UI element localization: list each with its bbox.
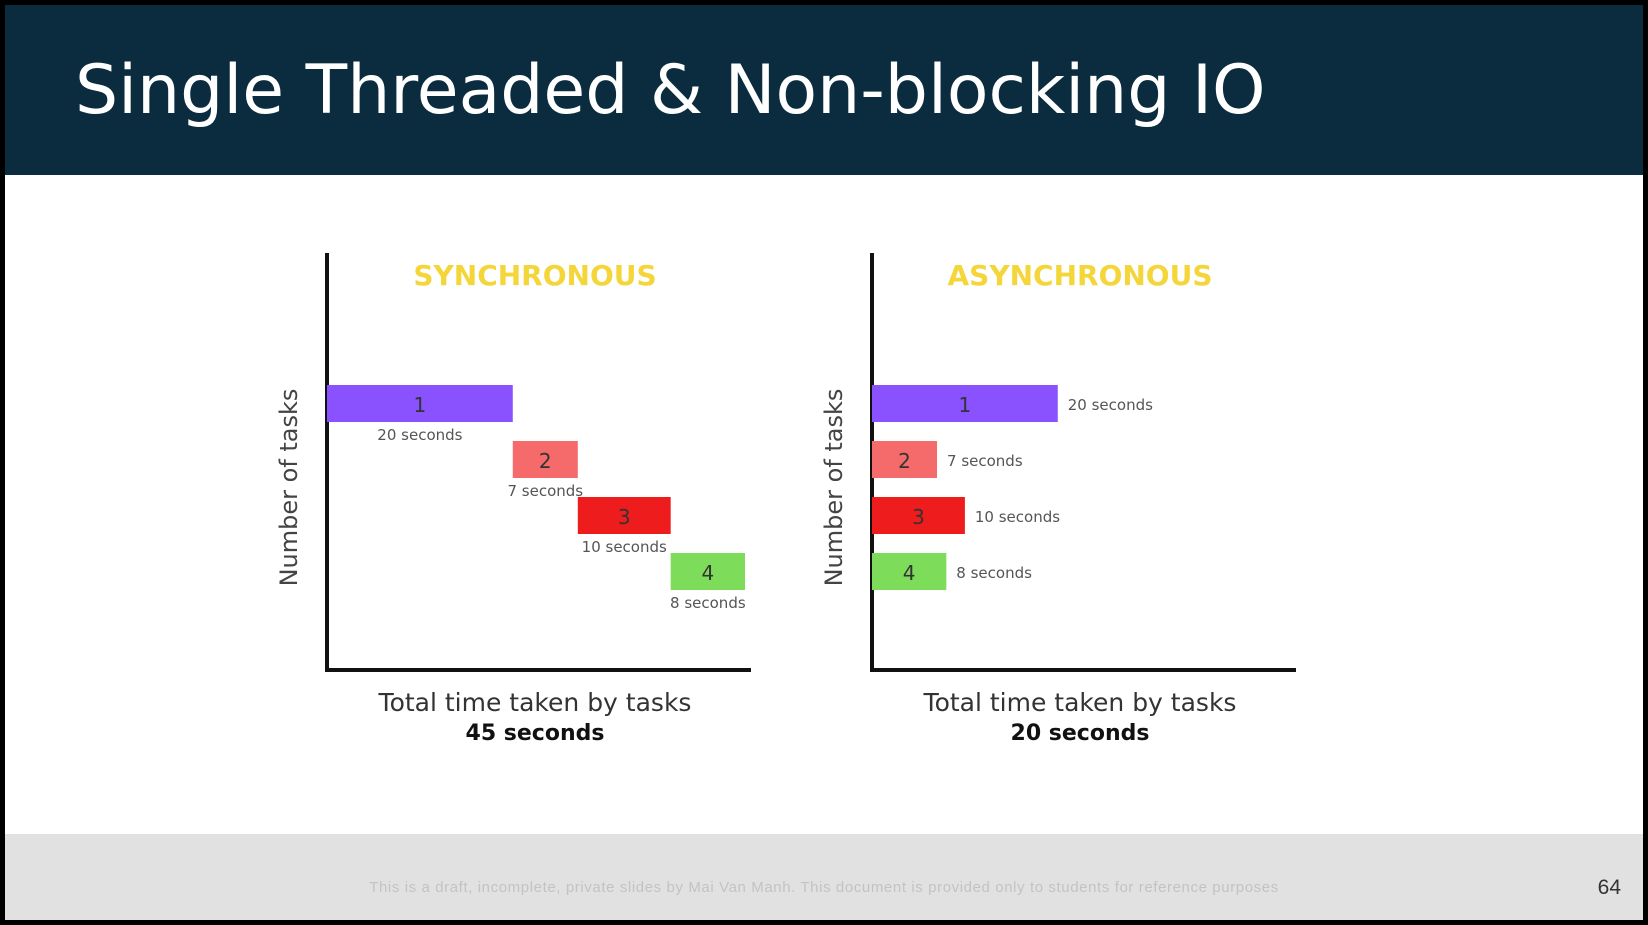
task-bar-2 (512, 441, 578, 478)
x-axis-label: Total time taken by tasks (378, 688, 692, 717)
synchronous-chart-svg: SYNCHRONOUS Number of tasks Total time tak… (275, 253, 751, 746)
task-bar-3 (872, 497, 965, 534)
asynchronous-chart: ASYNCHRONOUS Number of tasks Total time ta… (806, 235, 1366, 805)
task-bar-4 (670, 553, 745, 590)
synchronous-chart: SYNCHRONOUS Number of tasks Total time tak… (261, 235, 821, 805)
task-duration-label-3: 10 seconds (582, 538, 667, 556)
task-number-4: 4 (903, 561, 916, 585)
task-bar-1 (327, 385, 513, 422)
y-axis-label: Number of tasks (820, 389, 848, 587)
task-duration-label-1: 20 seconds (377, 426, 462, 444)
task-duration-label-2: 7 seconds (947, 452, 1023, 470)
task-number-1: 1 (959, 393, 972, 417)
task-bar-3 (577, 497, 671, 534)
page-number: 64 (1597, 876, 1621, 899)
slide-footer: This is a draft, incomplete, private sli… (5, 834, 1643, 920)
task-bar-2 (872, 441, 938, 478)
slide-title: Single Threaded & Non-blocking IO (75, 51, 1266, 130)
task-duration-label-4: 8 seconds (956, 564, 1032, 582)
task-duration-label-2: 7 seconds (507, 482, 583, 500)
task-number-1: 1 (414, 393, 427, 417)
y-axis-label: Number of tasks (275, 389, 303, 587)
slide-header: Single Threaded & Non-blocking IO (5, 5, 1643, 175)
task-number-3: 3 (618, 505, 631, 529)
task-number-3: 3 (912, 505, 925, 529)
chart-title: ASYNCHRONOUS (947, 259, 1212, 292)
task-duration-label-1: 20 seconds (1068, 396, 1153, 414)
asynchronous-chart-svg: ASYNCHRONOUS Number of tasks Total time ta… (820, 253, 1296, 746)
footer-note: This is a draft, incomplete, private sli… (369, 879, 1279, 896)
task-bar-4 (872, 553, 947, 590)
task-bar-1 (872, 385, 1058, 422)
chart-title: SYNCHRONOUS (413, 259, 656, 292)
slide: Single Threaded & Non-blocking IO SYNCHR… (5, 5, 1643, 920)
total-time-label: 45 seconds (466, 721, 605, 746)
total-time-label: 20 seconds (1011, 721, 1150, 746)
task-duration-label-3: 10 seconds (975, 508, 1060, 526)
x-axis-label: Total time taken by tasks (923, 688, 1237, 717)
task-number-4: 4 (701, 561, 714, 585)
task-number-2: 2 (898, 449, 911, 473)
task-number-2: 2 (539, 449, 552, 473)
task-duration-label-4: 8 seconds (670, 594, 746, 612)
